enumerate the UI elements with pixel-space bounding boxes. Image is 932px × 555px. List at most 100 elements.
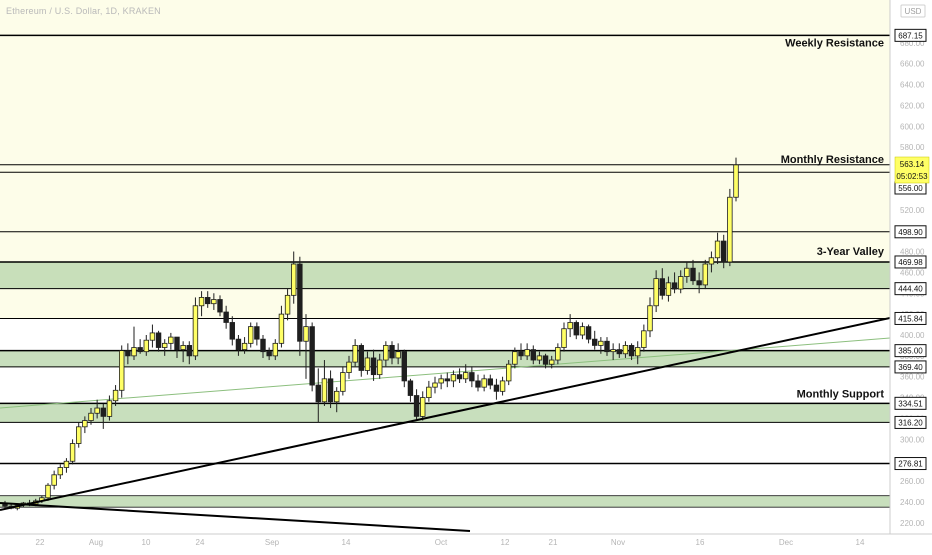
candle[interactable] — [168, 336, 174, 344]
candle[interactable] — [76, 426, 82, 444]
candle[interactable] — [327, 378, 334, 403]
candle[interactable] — [186, 345, 192, 357]
candle[interactable] — [106, 400, 113, 417]
candle[interactable] — [205, 297, 211, 305]
candle[interactable] — [487, 378, 493, 386]
candle[interactable] — [241, 342, 248, 350]
candle[interactable] — [420, 397, 426, 417]
candle[interactable] — [561, 328, 567, 348]
candle[interactable] — [82, 420, 88, 428]
rising-trendline[interactable] — [0, 317, 891, 511]
candle[interactable] — [524, 349, 530, 357]
candle[interactable] — [51, 474, 57, 486]
candle[interactable] — [125, 350, 131, 357]
candle[interactable] — [493, 384, 500, 392]
candle[interactable] — [143, 339, 149, 353]
candle[interactable] — [297, 263, 303, 342]
candle[interactable] — [88, 412, 94, 421]
candle[interactable] — [119, 350, 125, 391]
candle[interactable] — [426, 386, 432, 399]
candle[interactable] — [45, 484, 51, 499]
candle[interactable] — [690, 267, 696, 282]
candle[interactable] — [198, 297, 205, 307]
candle[interactable] — [616, 349, 622, 355]
candle[interactable] — [248, 326, 254, 344]
candle[interactable] — [321, 378, 328, 403]
candle[interactable] — [684, 267, 690, 277]
candle[interactable] — [635, 347, 641, 357]
candle[interactable] — [309, 326, 315, 386]
candle[interactable] — [714, 240, 721, 259]
candle[interactable] — [174, 336, 180, 350]
candle[interactable] — [604, 340, 610, 353]
candle[interactable] — [665, 282, 672, 296]
candle[interactable] — [585, 326, 592, 340]
candle[interactable] — [223, 311, 229, 323]
candle[interactable] — [549, 359, 555, 365]
candle[interactable] — [641, 330, 647, 348]
candle[interactable] — [364, 357, 371, 371]
candle[interactable] — [291, 263, 297, 296]
candle[interactable] — [450, 374, 457, 382]
candle[interactable] — [518, 351, 524, 357]
candle[interactable] — [284, 294, 291, 315]
candle[interactable] — [727, 196, 733, 263]
candle[interactable] — [260, 338, 266, 353]
candle[interactable] — [383, 345, 389, 361]
candle[interactable] — [506, 363, 512, 382]
candle[interactable] — [63, 460, 70, 468]
candle[interactable] — [469, 372, 475, 382]
candle[interactable] — [432, 382, 438, 388]
candle[interactable] — [370, 357, 377, 376]
candle[interactable] — [217, 299, 223, 313]
currency-badge[interactable] — [900, 4, 926, 18]
candle[interactable] — [254, 326, 260, 340]
candle[interactable] — [733, 164, 739, 198]
candle[interactable] — [401, 351, 407, 382]
candle[interactable] — [358, 345, 364, 371]
candle[interactable] — [481, 378, 487, 388]
candle[interactable] — [137, 347, 143, 353]
candle[interactable] — [57, 467, 63, 476]
candle[interactable] — [131, 347, 137, 357]
candle[interactable] — [346, 361, 352, 373]
candle[interactable] — [413, 395, 420, 417]
candle[interactable] — [456, 374, 463, 380]
time-axis[interactable] — [0, 534, 932, 550]
candle[interactable] — [579, 326, 586, 336]
candle[interactable] — [303, 326, 309, 342]
candle[interactable] — [573, 322, 579, 336]
candle[interactable] — [598, 340, 604, 346]
candle[interactable] — [266, 351, 272, 357]
candle[interactable] — [475, 380, 481, 388]
candle[interactable] — [678, 276, 684, 290]
candle[interactable] — [702, 263, 708, 286]
candle[interactable] — [155, 332, 162, 348]
candle[interactable] — [659, 278, 665, 296]
candle[interactable] — [499, 380, 506, 392]
candle[interactable] — [340, 372, 346, 392]
candle[interactable] — [671, 282, 678, 290]
candle[interactable] — [278, 313, 285, 344]
candle[interactable] — [352, 345, 358, 363]
candle[interactable] — [180, 345, 186, 350]
candle[interactable] — [235, 338, 242, 350]
candle[interactable] — [555, 347, 561, 361]
candle[interactable] — [334, 390, 340, 403]
candle[interactable] — [696, 280, 702, 286]
candle[interactable] — [407, 380, 414, 396]
candle[interactable] — [708, 257, 715, 265]
candle[interactable] — [162, 342, 168, 348]
candle[interactable] — [628, 345, 635, 357]
candle[interactable] — [542, 355, 549, 365]
candle[interactable] — [567, 322, 573, 330]
candle[interactable] — [377, 359, 383, 376]
falling-trendline[interactable] — [0, 502, 471, 532]
candle[interactable] — [647, 305, 653, 332]
candle[interactable] — [530, 349, 536, 361]
candle[interactable] — [721, 240, 727, 263]
candle[interactable] — [149, 332, 156, 341]
candle[interactable] — [444, 378, 450, 382]
